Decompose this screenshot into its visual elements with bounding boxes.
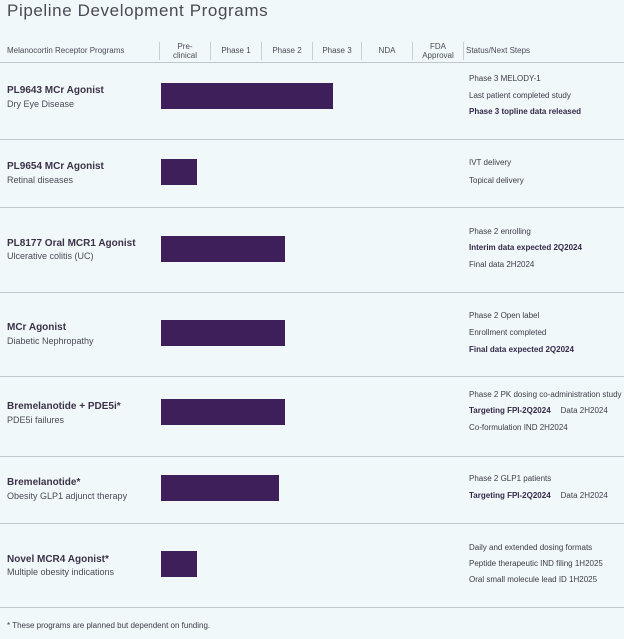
status-note-text: Targeting FPI-2Q2024 — [469, 491, 551, 500]
header-divider — [210, 42, 211, 60]
stage-bar-phase2 — [161, 236, 285, 262]
program-name: Novel MCR4 Agonist* — [7, 554, 109, 565]
status-note: Phase 3 topline data released — [469, 107, 582, 116]
status-note: Last patient completed study — [469, 91, 571, 100]
row-divider — [0, 139, 624, 140]
program-name: PL8177 Oral MCR1 Agonist — [7, 238, 136, 249]
program-indication: Obesity GLP1 adjunct therapy — [7, 491, 128, 501]
header-divider — [412, 42, 413, 60]
status-note: Phase 2 PK dosing co-administration stud… — [469, 390, 622, 399]
status-note: Phase 3 MELODY-1 — [469, 74, 541, 83]
header-underline — [0, 62, 624, 63]
status-note: Final data 2H2024 — [469, 260, 535, 269]
stage-bar-phase3 — [161, 83, 333, 109]
row-divider — [0, 456, 624, 457]
program-name: MCr Agonist — [7, 322, 67, 333]
status-note-text: Targeting FPI-2Q2024 — [469, 406, 551, 415]
row-divider — [0, 376, 624, 377]
stage-bar-preclinical — [161, 159, 197, 185]
page-title: Pipeline Development Programs — [7, 1, 269, 20]
status-note: Topical delivery — [469, 176, 524, 185]
col-header-phase2: Phase 2 — [272, 46, 302, 55]
stage-bar-phase2 — [161, 399, 285, 425]
col-header-fda: FDA Approval — [422, 42, 454, 60]
col-header-status: Status/Next Steps — [466, 46, 531, 55]
program-indication: PDE5i failures — [7, 415, 65, 425]
footnote: * These programs are planned but depende… — [7, 621, 211, 630]
col-header-phase3: Phase 3 — [322, 46, 352, 55]
col-header-preclinical: Pre- clinical — [172, 42, 197, 60]
status-note: Enrollment completed — [469, 328, 547, 337]
status-note-extra: Data 2H2024 — [560, 491, 608, 500]
status-note: Peptide therapeutic IND filing 1H2025 — [469, 559, 603, 568]
status-note: Phase 2 enrolling — [469, 227, 531, 236]
col-header-phase1: Phase 1 — [221, 46, 251, 55]
row-divider — [0, 292, 624, 293]
status-note-extra: Data 2H2024 — [560, 406, 608, 415]
row-divider — [0, 607, 624, 608]
program-indication: Ulcerative colitis (UC) — [7, 251, 94, 261]
row-divider — [0, 523, 624, 524]
program-indication: Multiple obesity indications — [7, 567, 115, 577]
row-divider — [0, 207, 624, 208]
program-name: Bremelanotide + PDE5i* — [7, 401, 121, 412]
status-note: Targeting FPI-2Q2024 Data 2H2024 — [469, 491, 608, 500]
status-note: Targeting FPI-2Q2024 Data 2H2024 — [469, 406, 608, 415]
header-divider — [159, 42, 160, 60]
header-divider — [261, 42, 262, 60]
program-name: PL9654 MCr Agonist — [7, 161, 104, 172]
status-note: Daily and extended dosing formats — [469, 543, 593, 552]
header-divider — [312, 42, 313, 60]
status-note: Oral small molecule lead ID 1H2025 — [469, 575, 598, 584]
status-note: Interim data expected 2Q2024 — [469, 243, 582, 252]
status-note: Final data expected 2Q2024 — [469, 345, 574, 354]
program-name: PL9643 MCr Agonist — [7, 85, 104, 96]
program-indication: Retinal diseases — [7, 175, 74, 185]
stage-bar-phase2 — [161, 475, 279, 501]
stage-bar-preclinical — [161, 551, 197, 577]
program-indication: Dry Eye Disease — [7, 99, 75, 109]
status-note: Phase 2 GLP1 patients — [469, 474, 552, 483]
program-indication: Diabetic Nephropathy — [7, 336, 94, 346]
status-note: Phase 2 Open label — [469, 311, 540, 320]
status-note: Co-formulation IND 2H2024 — [469, 423, 568, 432]
col-header-nda: NDA — [378, 46, 396, 55]
col-header-program: Melanocortin Receptor Programs — [7, 46, 125, 55]
header-divider — [361, 42, 362, 60]
status-note: IVT delivery — [469, 158, 512, 167]
header-divider — [463, 42, 464, 60]
stage-bar-phase2 — [161, 320, 285, 346]
program-name: Bremelanotide* — [7, 477, 81, 488]
